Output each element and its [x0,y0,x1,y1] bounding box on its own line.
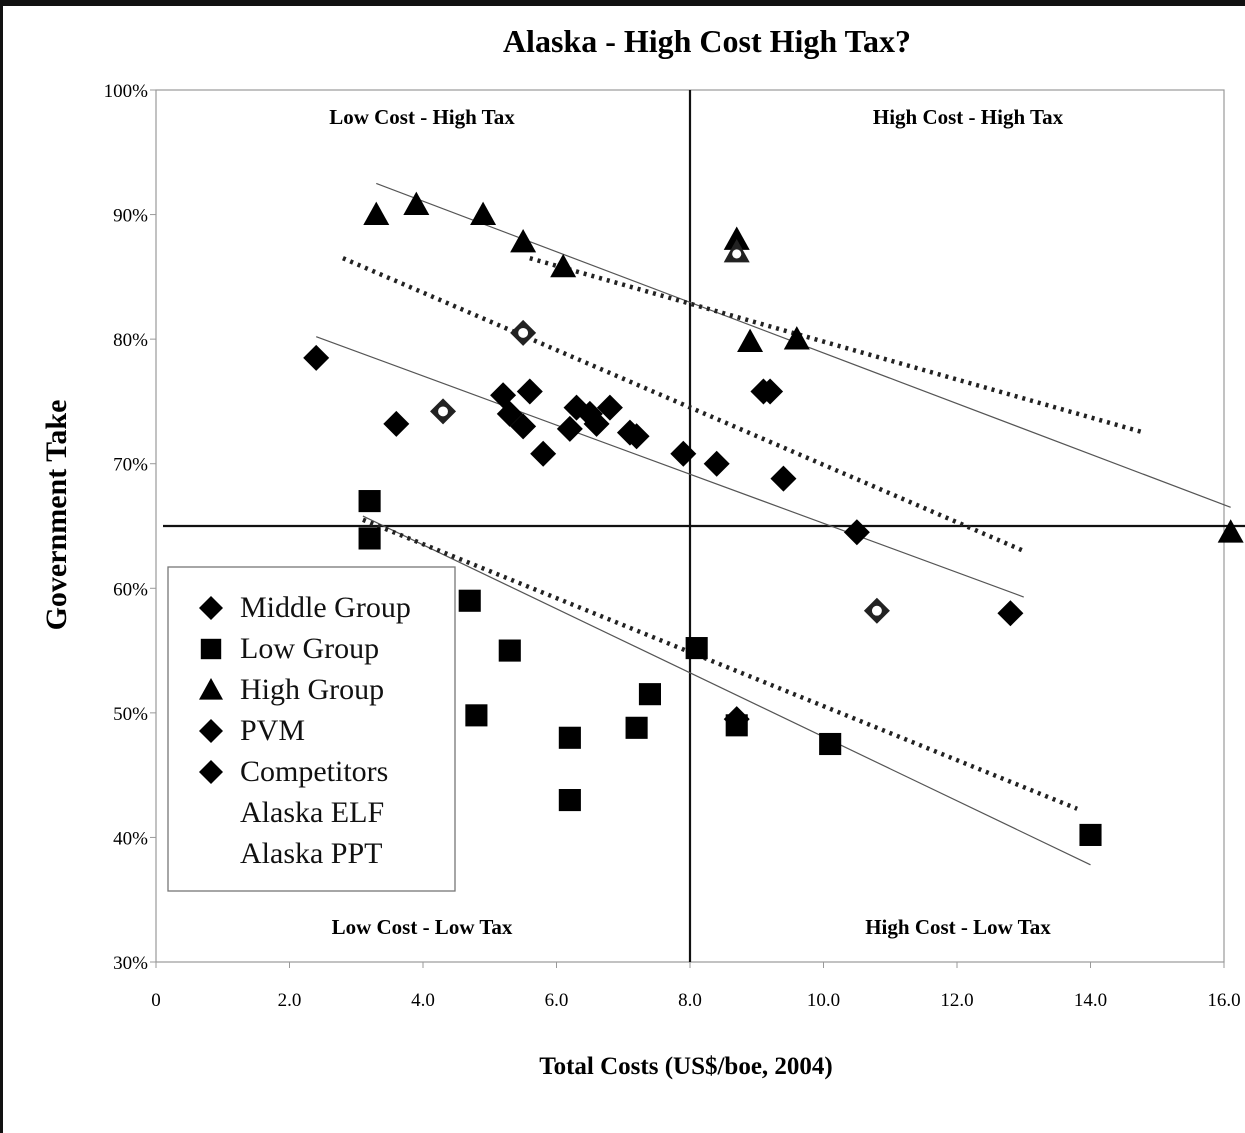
legend-marker-middle-group [199,596,223,620]
alaska-elf-point [863,597,890,624]
alaska-elf-point [510,319,537,346]
x-axis-label: Total Costs (US$/boe, 2004) [539,1053,833,1080]
y-tick-label: 80% [113,330,148,351]
middle-group-point [303,344,330,371]
high-group-point [510,228,537,253]
middle-group-point [510,413,537,440]
y-tick-label: 30% [113,953,148,974]
y-tick-label: 90% [113,206,148,227]
marker-hole [518,327,529,338]
low-group-point [498,639,521,662]
legend-marker-high-group [199,678,223,700]
y-tick-label: 100% [104,81,149,102]
legend-label-low-group: Low Group [240,632,379,665]
y-tick-label: 70% [113,455,148,476]
low-group-point [358,490,381,513]
x-tick-label: 2.0 [278,990,302,1011]
x-tick-label: 6.0 [545,990,569,1011]
legend-label-alaska-elf: Alaska ELF [240,796,384,829]
solid-trend-line [315,336,1024,598]
dotted-trend-line [529,256,1145,435]
middle-group-point [383,410,410,437]
x-tick-label: 12.0 [940,990,973,1011]
middle-group-point [530,440,557,467]
dotted-trend-line [362,517,1078,811]
low-group-point [685,637,708,660]
left-border [0,0,3,1133]
quadrant-label-bottom-left: Low Cost - Low Tax [332,915,513,939]
low-group-point [358,527,381,550]
solid-trend-line [362,515,1091,866]
competitors-point [757,378,784,405]
legend: Middle Group Low Group High Group PVM Compet… [167,566,456,892]
middle-group-point [843,519,870,546]
legend-label-high-group: High Group [240,673,384,706]
high-group-point [1217,519,1244,543]
middle-group-point [583,410,610,437]
dotted-trend-line [342,256,1025,553]
low-group-point [1079,823,1102,846]
legend-marker-competitors [199,760,223,784]
middle-group-point [556,415,583,442]
high-group-point [363,201,390,225]
x-tick-label: 8.0 [678,990,702,1011]
marker-hole [871,605,882,616]
low-group-point [465,704,488,727]
legend-label-alaska-ppt: Alaska PPT [240,837,383,870]
high-group-point [403,191,430,216]
low-group-point [558,726,581,749]
middle-group-point [623,423,650,450]
middle-group-point [670,440,697,467]
pvm-point [723,706,750,733]
low-group-point [625,716,648,739]
alaska-elf-point [430,398,457,425]
low-group-point [819,732,842,756]
low-group-point [638,683,661,706]
quadrant-label-top-right: High Cost - High Tax [873,105,1064,129]
top-border [0,0,1245,6]
quadrant-label-bottom-right: High Cost - Low Tax [865,915,1051,939]
middle-group-point [703,450,730,477]
quadrant-label-top-left: Low Cost - High Tax [329,105,515,129]
marker-hole [732,249,742,259]
chart-title: Alaska - High Cost High Tax? [503,23,911,59]
middle-group-point [496,400,523,427]
alaska-ppt-point [723,238,750,263]
legend-marker-low-group [200,638,222,660]
middle-group-point [516,378,543,405]
high-group-point [723,226,750,250]
high-group-point [470,201,497,225]
legend-marker-pvm [199,719,223,743]
y-axis-label: Government Take [40,400,73,631]
high-group-point [783,326,810,350]
y-tick-label: 60% [113,579,148,600]
middle-group-point [596,394,623,421]
marker-hole [438,406,448,417]
x-tick-label: 0 [151,990,161,1011]
high-group-point [550,253,577,278]
middle-group-point [770,465,797,492]
x-tick-label: 4.0 [411,990,435,1011]
middle-group-point [997,600,1024,627]
low-group-point [558,789,581,812]
legend-label-middle-group: Middle Group [240,591,411,624]
y-tick-label: 50% [113,704,148,725]
legend-label-pvm: PVM [240,714,305,747]
x-tick-label: 16.0 [1207,990,1240,1011]
high-group-point [737,328,764,353]
low-group-point [458,589,481,612]
x-tick-label: 14.0 [1074,990,1107,1011]
y-tick-label: 40% [113,828,148,849]
legend-label-competitors: Competitors [240,755,388,788]
x-tick-label: 10.0 [807,990,840,1011]
